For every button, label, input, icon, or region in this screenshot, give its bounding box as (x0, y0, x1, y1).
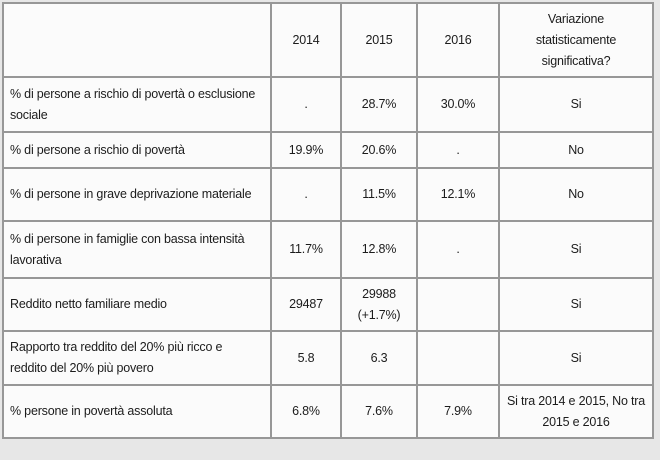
variation-cell: No (498, 167, 654, 222)
value-cell-2015: 20.6% (340, 131, 418, 169)
header-2014: 2014 (270, 2, 342, 78)
value-cell-2015: 12.8% (340, 220, 418, 279)
value-cell-2014: . (270, 167, 342, 222)
row-label-cell: % di persone in famiglie con bassa inten… (2, 220, 272, 279)
value-cell-2016: 7.9% (416, 384, 500, 439)
row-label-cell: % di persone in grave deprivazione mater… (2, 167, 272, 222)
value-cell-2016 (416, 277, 500, 332)
row-label-cell: Rapporto tra reddito del 20% più ricco e… (2, 330, 272, 386)
value-cell-2016: 30.0% (416, 76, 500, 133)
value-cell-2015: 29988 (+1.7%) (340, 277, 418, 332)
variation-cell: Si tra 2014 e 2015, No tra 2015 e 2016 (498, 384, 654, 439)
stats-table: 2014 2015 2016 Variazione statisticament… (2, 2, 654, 439)
variation-cell: Si (498, 220, 654, 279)
table-row: % di persone in famiglie con bassa inten… (2, 220, 654, 279)
row-label-cell: % di persone a rischio di povertà (2, 131, 272, 169)
table-row: Rapporto tra reddito del 20% più ricco e… (2, 330, 654, 386)
value-cell-2015: 11.5% (340, 167, 418, 222)
variation-cell: No (498, 131, 654, 169)
value-cell-2016: . (416, 131, 500, 169)
table-row: % di persone in grave deprivazione mater… (2, 167, 654, 222)
header-empty-cell (2, 2, 272, 78)
value-cell-2016 (416, 330, 500, 386)
table-row: Reddito netto familiare medio 29487 2998… (2, 277, 654, 332)
value-cell-2014: . (270, 76, 342, 133)
value-cell-2014: 5.8 (270, 330, 342, 386)
header-2015: 2015 (340, 2, 418, 78)
value-cell-2016: 12.1% (416, 167, 500, 222)
value-cell-2014: 19.9% (270, 131, 342, 169)
row-label-cell: Reddito netto familiare medio (2, 277, 272, 332)
value-cell-2015: 6.3 (340, 330, 418, 386)
variation-cell: Si (498, 76, 654, 133)
header-variation-label: Variazione statisticamente significativa… (535, 11, 617, 68)
row-label-cell: % persone in povertà assoluta (2, 384, 272, 439)
table-row: % di persone a rischio di povertà 19.9% … (2, 131, 654, 169)
table-row: % di persone a rischio di povertà o escl… (2, 76, 654, 133)
table-row: % persone in povertà assoluta 6.8% 7.6% … (2, 384, 654, 439)
value-cell-2014: 6.8% (270, 384, 342, 439)
header-variation: Variazione statisticamente significativa… (498, 2, 654, 78)
value-cell-2014: 29487 (270, 277, 342, 332)
value-cell-2015: 28.7% (340, 76, 418, 133)
value-cell-2014: 11.7% (270, 220, 342, 279)
variation-cell: Si (498, 277, 654, 332)
variation-cell: Si (498, 330, 654, 386)
value-cell-2015: 7.6% (340, 384, 418, 439)
header-2016: 2016 (416, 2, 500, 78)
value-cell-2016: . (416, 220, 500, 279)
row-label-cell: % di persone a rischio di povertà o escl… (2, 76, 272, 133)
header-row: 2014 2015 2016 Variazione statisticament… (2, 2, 654, 78)
